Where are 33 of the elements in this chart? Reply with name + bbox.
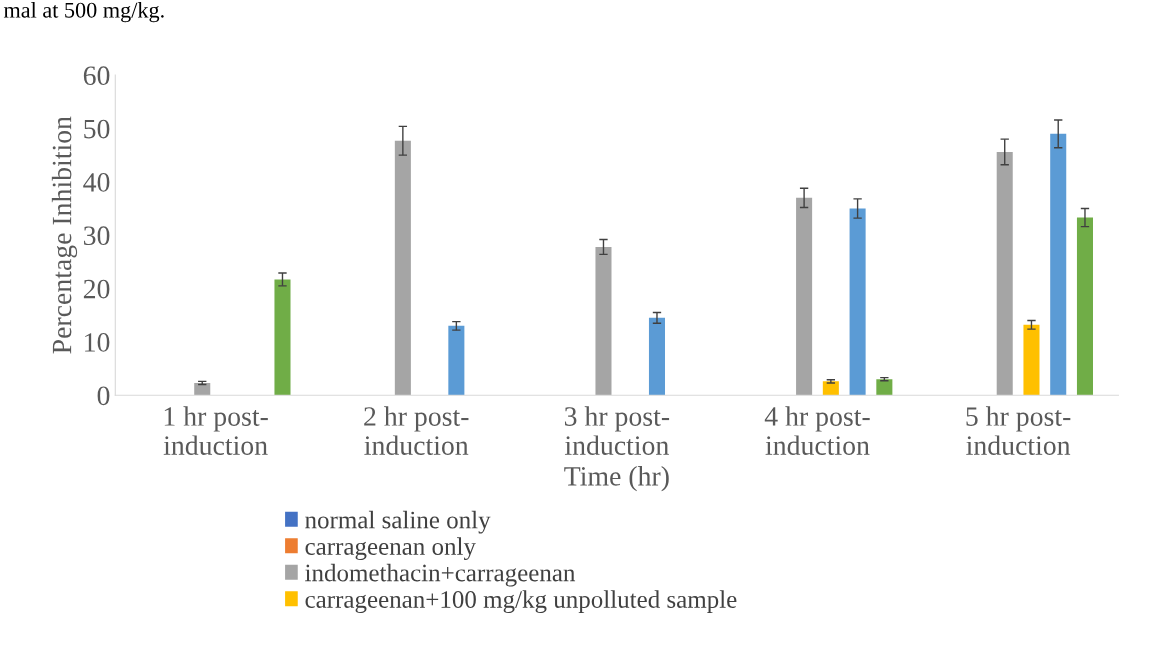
x-tick-label: 2 hr post- induction [364,406,469,455]
legend-label: carrageenan+100 mg/kg unpolluted sample [305,590,737,614]
y-tick-label: 60 [83,66,110,86]
y-tick-label: 20 [83,279,110,299]
x-tick-label: 1 hr post- induction [163,406,268,455]
bar [648,317,665,396]
x-tick-label: 4 hr post- induction [764,406,870,455]
bar [876,379,893,396]
bar [849,208,866,396]
y-tick-label: 10 [85,333,110,352]
bar [996,151,1013,396]
legend-label: indomethacin+carrageenan [305,563,576,587]
x-tick-label: 5 hr post- induction [966,406,1071,455]
bar [1023,324,1040,396]
x-tick-label: 3 hr post- induction [564,406,670,455]
bar [274,279,291,396]
bar [1050,133,1067,396]
y-tick-label: 0 [97,386,110,406]
bar [448,325,465,396]
y-tick-label: 30 [83,226,110,246]
bar [1076,217,1093,396]
text: mal at 500 mg/kg. [3,2,164,23]
bar [394,140,411,396]
bar [194,382,211,396]
y-tick-label: 40 [83,173,110,192]
legend-label: normal saline only [305,510,491,534]
bar [822,381,839,396]
bar [796,197,813,396]
y-axis-title: Percentage Inhibition [51,116,78,354]
bar [595,246,612,396]
x-axis-title: Time (hr) [564,466,669,492]
y-tick-label: 50 [84,119,110,139]
legend-label: carrageenan only [305,537,476,561]
